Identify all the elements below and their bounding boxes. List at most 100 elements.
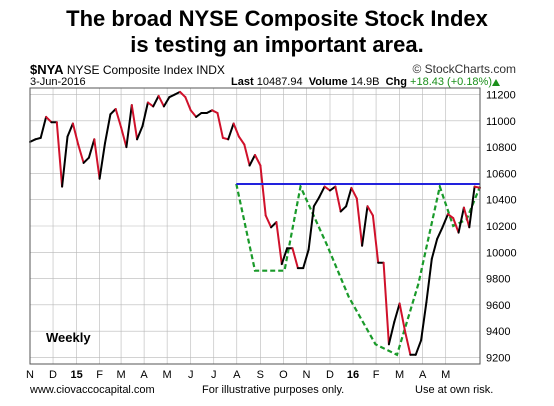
price-segment: [382, 261, 390, 346]
price-segment: [77, 143, 85, 164]
symbol-line: $NYA NYSE Composite Index INDX: [30, 62, 225, 77]
price-segment: [275, 221, 283, 266]
price-segment: [280, 247, 289, 266]
price-segment: [93, 138, 101, 180]
y-tick-label: 10600: [486, 168, 517, 180]
y-tick-label: 10200: [486, 221, 517, 233]
y-tick-label: 9800: [486, 274, 510, 286]
index-name: NYSE Composite Index: [66, 63, 193, 77]
price-segment: [259, 164, 267, 217]
price-segment: [446, 213, 455, 220]
y-tick-label: 10000: [486, 247, 517, 259]
y-tick-label: 10400: [486, 195, 517, 207]
price-segment: [141, 101, 149, 128]
up-arrow-icon: [492, 79, 500, 86]
price-segment: [457, 206, 465, 234]
price-segment: [452, 217, 460, 234]
price-segment: [55, 121, 64, 188]
price-segment: [414, 339, 423, 356]
x-tick-label: J: [211, 369, 217, 381]
x-tick-label: F: [96, 369, 103, 381]
price-segment: [173, 90, 181, 96]
x-tick-label: M: [441, 369, 450, 381]
x-tick-labels: N D 15 F M A M J J A S O N D 16 F M A M: [26, 369, 450, 381]
weekly-label: Weekly: [46, 330, 91, 345]
price-segment: [157, 94, 165, 108]
price-segment: [291, 247, 299, 270]
price-segment: [66, 122, 74, 138]
last-label: Last: [231, 76, 254, 88]
price-segment: [152, 94, 160, 108]
x-tick-label: M: [116, 369, 125, 381]
grid-layer: [29, 88, 480, 364]
x-tick-label: O: [279, 369, 288, 381]
x-tick-label: N: [26, 369, 34, 381]
volume-value: 14.9B: [350, 76, 380, 88]
price-segment: [146, 101, 155, 108]
price-segment: [114, 108, 123, 129]
price-segment: [361, 205, 369, 247]
price-segment: [184, 96, 192, 112]
x-tick-label: J: [188, 369, 194, 381]
quote-stats: Last 10487.94 Volume 14.9B Chg +18.43 (+…: [231, 76, 492, 88]
price-segment: [468, 185, 476, 229]
price-segment: [398, 302, 406, 333]
x-tick-label: 15: [70, 369, 82, 381]
exchange: INDX: [196, 63, 225, 77]
price-segment: [404, 330, 412, 356]
volume-label: Volume: [308, 76, 348, 88]
price-segment: [211, 109, 219, 114]
price-segment: [307, 205, 315, 251]
price-segment: [345, 186, 353, 208]
chg-value: +18.43 (+0.18%): [410, 76, 492, 88]
price-segment: [45, 115, 53, 124]
price-segment: [371, 214, 380, 264]
pattern-line-layer: [235, 182, 482, 357]
x-tick-label: D: [49, 369, 57, 381]
price-segment: [329, 185, 337, 192]
y-tick-label: 11000: [486, 116, 516, 128]
price-segment: [473, 185, 481, 189]
price-segment: [436, 226, 444, 241]
x-tick-label: F: [373, 369, 380, 381]
price-segment: [104, 113, 112, 145]
price-segment: [61, 135, 69, 188]
price-segment: [232, 122, 240, 138]
price-segment: [323, 185, 331, 192]
x-tick-label: M: [163, 369, 172, 381]
price-segment: [237, 135, 246, 146]
price-segment: [366, 205, 374, 217]
x-tick-label: A: [419, 369, 427, 381]
footer-risk: Use at own risk.: [415, 384, 494, 396]
price-segment: [98, 142, 106, 180]
price-segment: [393, 302, 401, 323]
price-segment: [334, 185, 342, 213]
price-segment: [318, 185, 326, 199]
price-segment: [162, 96, 171, 108]
y-tick-label: 10800: [486, 142, 517, 154]
price-segment: [248, 154, 256, 167]
price-segment: [195, 112, 203, 118]
chg-label: Chg: [385, 76, 407, 88]
price-segment: [350, 186, 358, 200]
price-segment: [430, 238, 439, 260]
price-segment: [355, 197, 364, 247]
price-segment: [125, 104, 133, 149]
last-value: 10487.94: [256, 76, 303, 88]
y-tick-label: 11200: [486, 90, 516, 102]
price-segment: [243, 143, 251, 167]
price-segment: [189, 109, 198, 118]
chart-date: 3-Jun-2016: [30, 76, 86, 88]
price-segment: [312, 196, 321, 208]
price-segment: [425, 257, 433, 304]
price-segment: [39, 115, 48, 139]
chart-headline-line2: is testing an important area.: [130, 32, 424, 57]
footer-website: www.ciovaccocapital.com: [30, 384, 155, 396]
pattern-line: [235, 182, 482, 357]
price-segment: [82, 156, 90, 164]
x-tick-label: A: [233, 369, 241, 381]
price-segment: [420, 301, 428, 342]
x-tick-label: M: [395, 369, 404, 381]
y-tick-label: 9200: [486, 352, 510, 364]
